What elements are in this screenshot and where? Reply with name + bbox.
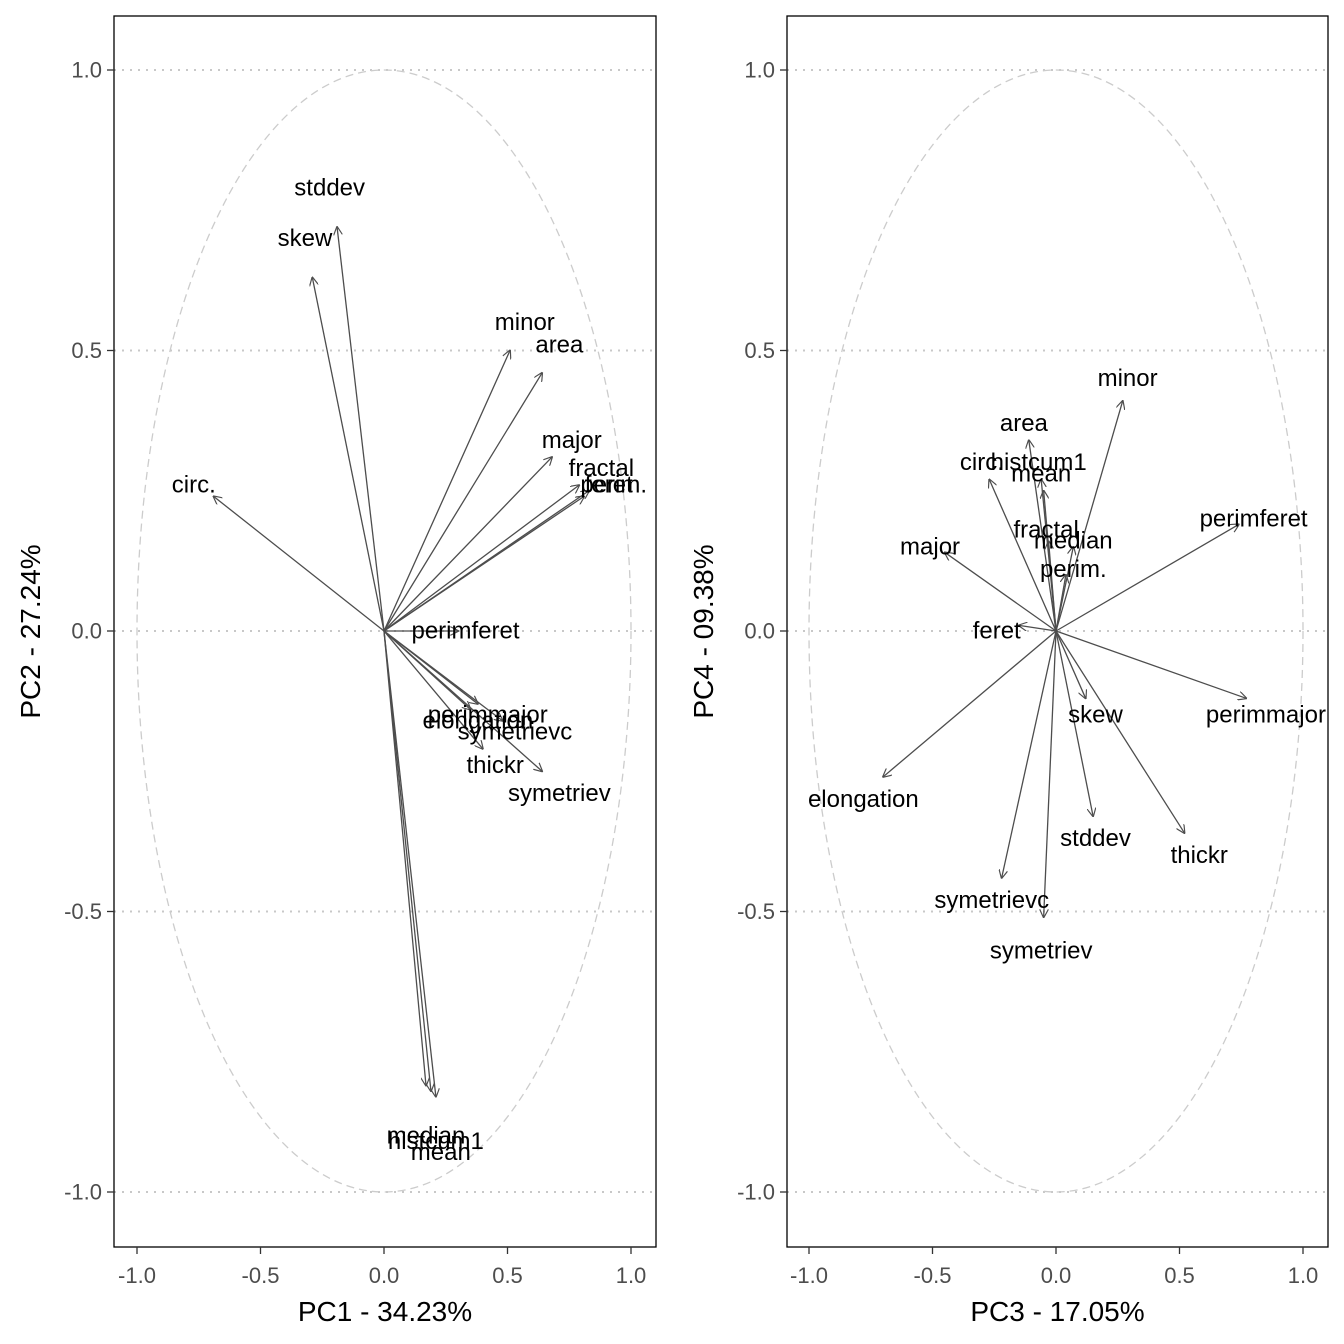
- loading-label-area: area: [1000, 410, 1049, 437]
- x-tick-label: 1.0: [616, 1263, 647, 1288]
- y-tick-label: 0.0: [71, 619, 102, 644]
- loading-arrow-mean: [383, 630, 436, 1097]
- x-tick-label: 0.5: [492, 1263, 523, 1288]
- loading-arrow-major: [945, 552, 1057, 632]
- loading-arrow-area: [1029, 440, 1057, 632]
- loading-label-fractal: fractal: [1013, 517, 1078, 544]
- loading-label-perimmajor: perimmajor: [428, 702, 548, 729]
- loading-arrow-minor: [383, 351, 510, 632]
- loading-arrow-perimferet: [1055, 524, 1239, 632]
- loading-arrow-feret: [1019, 625, 1057, 632]
- loading-arrow-thickr: [1055, 630, 1184, 833]
- loading-label-major: major: [542, 427, 602, 454]
- loading-arrow-minor: [1055, 401, 1123, 632]
- loading-label-median: median: [1034, 528, 1113, 555]
- y-tick-label: 1.0: [71, 58, 102, 83]
- loading-arrow-stddev: [337, 227, 385, 632]
- x-tick-label: 1.0: [1288, 1263, 1319, 1288]
- y-axis-title: PC2 - 27.24%: [15, 544, 46, 718]
- loading-label-symetriev: symetriev: [508, 780, 611, 807]
- loading-label-symetriev: symetriev: [990, 937, 1093, 964]
- x-axis-title: PC1 - 34.23%: [298, 1296, 472, 1327]
- y-tick-label: -0.5: [737, 899, 775, 924]
- loading-arrow-perimmajor: [1055, 630, 1246, 698]
- loading-label-median: median: [387, 1122, 466, 1149]
- loading-label-major: major: [900, 533, 960, 560]
- loading-label-stddev: stddev: [1060, 825, 1131, 852]
- loading-label-area: area: [535, 331, 584, 358]
- loading-arrow-circ: [214, 496, 385, 632]
- x-tick-label: -0.5: [242, 1263, 280, 1288]
- y-tick-label: 1.0: [744, 58, 775, 83]
- loading-label-histcum1: histcum1: [388, 1128, 484, 1155]
- loading-arrow-symetriev: [383, 630, 542, 771]
- loading-arrow-symetrievc: [1002, 630, 1057, 878]
- loading-label-skew: skew: [278, 225, 333, 252]
- loading-arrow-circ: [989, 480, 1057, 632]
- x-axis-title: PC3 - 17.05%: [970, 1296, 1144, 1327]
- y-tick-label: 0.0: [744, 619, 775, 644]
- panel-pc1-pc2: stddevskewminorareamajorfractalferetperi…: [15, 15, 657, 1327]
- loading-arrow-fractal: [383, 485, 579, 632]
- loading-arrow-perim: [1055, 575, 1066, 632]
- y-tick-label: -1.0: [737, 1180, 775, 1205]
- loading-label-circ: circ.: [172, 472, 216, 499]
- loading-arrow-skew: [312, 278, 385, 632]
- x-tick-label: -0.5: [914, 1263, 952, 1288]
- loading-arrow-symetriev: [1044, 630, 1057, 917]
- correlation-circle: [808, 69, 1304, 1193]
- loading-label-minor: minor: [495, 309, 555, 336]
- loading-arrow-major: [383, 457, 552, 632]
- loading-arrow-thickr: [383, 630, 483, 749]
- loading-label-mean: mean: [411, 1139, 471, 1166]
- loading-label-elongation: elongation: [808, 786, 919, 813]
- x-tick-label: 0.5: [1164, 1263, 1195, 1288]
- loading-label-mean: mean: [1011, 460, 1071, 487]
- loading-label-circ: circ.: [960, 449, 1004, 476]
- loading-label-minor: minor: [1098, 365, 1158, 392]
- loading-label-thickr: thickr: [1171, 842, 1228, 869]
- loading-arrow-perim: [383, 491, 589, 632]
- loading-arrow-histcum1: [383, 630, 431, 1091]
- loading-label-stddev: stddev: [294, 174, 365, 201]
- x-tick-label: 0.0: [1041, 1263, 1072, 1288]
- loading-arrow-symetrievc: [383, 630, 503, 721]
- y-tick-label: 0.5: [71, 338, 102, 363]
- loading-label-perimmajor: perimmajor: [1206, 702, 1326, 729]
- loading-arrow-stddev: [1055, 630, 1093, 816]
- y-tick-label: -0.5: [64, 899, 102, 924]
- loading-label-feret: feret: [973, 618, 1021, 645]
- loading-arrow-area: [383, 373, 542, 632]
- loading-label-symetrievc: symetrievc: [458, 718, 573, 745]
- loading-label-skew: skew: [1068, 702, 1123, 729]
- y-tick-label: -1.0: [64, 1180, 102, 1205]
- loading-label-symetrievc: symetrievc: [934, 887, 1049, 914]
- loading-label-histcum1: histcum1: [991, 449, 1087, 476]
- loading-arrow-skew: [1055, 630, 1086, 698]
- x-tick-label: -1.0: [790, 1263, 828, 1288]
- loading-label-thickr: thickr: [466, 752, 523, 779]
- y-axis-title: PC4 - 09.38%: [688, 544, 719, 718]
- loading-label-perim: perim.: [1040, 556, 1107, 583]
- loading-label-perimferet: perimferet: [411, 618, 519, 645]
- y-tick-label: 0.5: [744, 338, 775, 363]
- loading-label-fractal: fractal: [569, 455, 634, 482]
- loading-label-perimferet: perimferet: [1200, 505, 1308, 532]
- loading-label-feret: feret: [585, 472, 633, 499]
- loading-label-elongation: elongation: [422, 707, 533, 734]
- x-tick-label: -1.0: [118, 1263, 156, 1288]
- x-tick-label: 0.0: [369, 1263, 400, 1288]
- loading-label-perim: perim.: [580, 472, 647, 499]
- loading-arrow-elongation: [883, 630, 1057, 777]
- correlation-circle: [136, 69, 632, 1193]
- loading-arrow-fractal: [1049, 541, 1057, 632]
- loading-arrow-median: [383, 630, 426, 1085]
